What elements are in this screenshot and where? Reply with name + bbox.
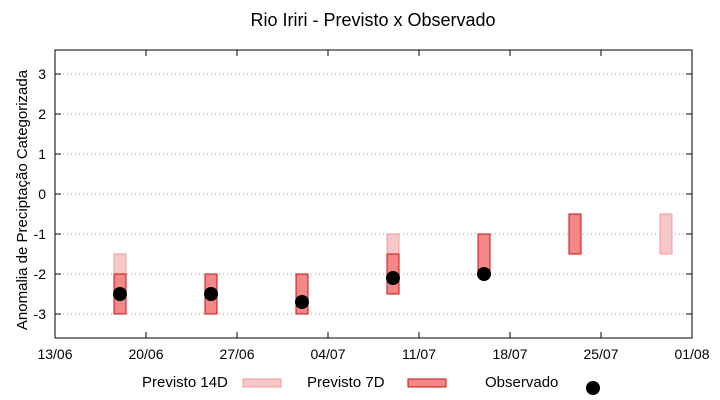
observed-point	[295, 295, 309, 309]
legend-swatch-14d	[242, 378, 282, 388]
x-tick-label: 01/08	[674, 346, 709, 362]
forecast-7d-bar	[568, 213, 582, 255]
y-tick-label: 1	[38, 146, 46, 162]
legend: Previsto 14D Previsto 7D Observado	[142, 374, 600, 395]
x-tick-label: 18/07	[492, 346, 527, 362]
plot-area: -3 -2 -1 0 1 2 3 13/06 20/06 27/06 04/07 11/07 18/07…	[34, 49, 710, 362]
y-tick-label: -2	[34, 266, 47, 282]
y-tick-label: -1	[34, 226, 47, 242]
legend-swatch-observed	[586, 381, 600, 395]
y-tick-label: 2	[38, 106, 46, 122]
chart-title: Rio Iriri - Previsto x Observado	[250, 10, 495, 30]
observed-point	[113, 287, 127, 301]
x-tick-label: 13/06	[37, 346, 72, 362]
x-tick-label: 20/06	[128, 346, 163, 362]
legend-label: Previsto 14D	[142, 374, 228, 391]
plot-frame	[54, 49, 693, 339]
observed-point	[477, 267, 491, 281]
x-tick-label: 04/07	[310, 346, 345, 362]
y-axis-label: Anomalia de Preciptação Categorizada	[14, 69, 31, 330]
legend-label: Previsto 7D	[307, 374, 385, 391]
y-tick-label: 3	[38, 66, 46, 82]
legend-swatch-7d	[407, 378, 447, 388]
observed-point	[386, 271, 400, 285]
legend-label: Observado	[485, 374, 558, 391]
y-tick-label: 0	[38, 186, 46, 202]
x-tick-label: 11/07	[402, 346, 436, 362]
y-tick-label: -3	[34, 306, 47, 322]
forecast-14d-bar	[659, 213, 673, 255]
x-tick-label: 25/07	[583, 346, 618, 362]
x-tick-label: 27/06	[219, 346, 254, 362]
observed-point	[204, 287, 218, 301]
